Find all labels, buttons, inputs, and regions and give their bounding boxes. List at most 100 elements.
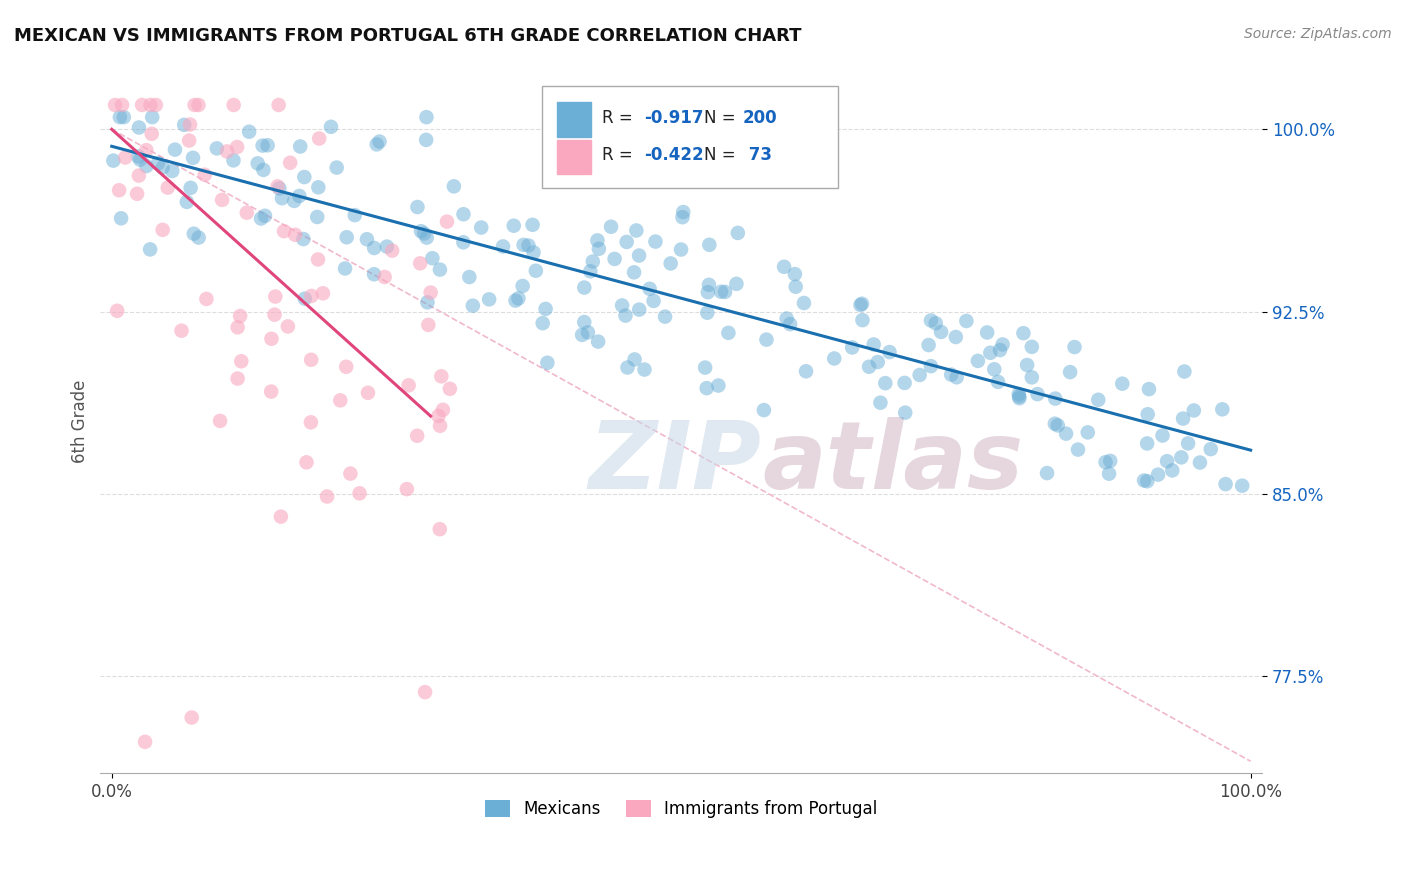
Point bbox=[1077, 425, 1099, 440]
Point bbox=[531, 316, 554, 330]
Point bbox=[875, 376, 897, 391]
Point bbox=[505, 293, 527, 308]
Text: 200: 200 bbox=[742, 109, 778, 127]
Point bbox=[1021, 340, 1043, 354]
Text: -0.422: -0.422 bbox=[644, 146, 703, 164]
Point bbox=[363, 267, 385, 281]
Point bbox=[139, 98, 162, 112]
Point bbox=[179, 134, 201, 148]
Point bbox=[714, 285, 737, 299]
Point bbox=[600, 219, 623, 234]
Point bbox=[267, 98, 290, 112]
Point bbox=[135, 159, 157, 173]
Text: R =: R = bbox=[602, 146, 638, 164]
Point bbox=[512, 279, 534, 293]
Point bbox=[205, 141, 228, 155]
Point bbox=[180, 710, 202, 724]
Point bbox=[415, 110, 437, 124]
Point bbox=[967, 354, 990, 368]
Point bbox=[112, 110, 135, 124]
Point bbox=[522, 245, 544, 260]
Point bbox=[478, 293, 501, 307]
Point bbox=[406, 200, 429, 214]
Point bbox=[988, 343, 1011, 357]
Point bbox=[908, 368, 931, 382]
Point bbox=[976, 326, 998, 340]
Point bbox=[458, 270, 481, 285]
Point bbox=[439, 382, 461, 396]
Point bbox=[991, 337, 1014, 351]
Point bbox=[183, 227, 205, 241]
Point bbox=[409, 256, 432, 270]
Point bbox=[288, 189, 311, 203]
Point bbox=[623, 265, 645, 279]
Point bbox=[1063, 340, 1085, 354]
Point bbox=[146, 156, 169, 170]
Point bbox=[1136, 407, 1159, 421]
Point bbox=[231, 354, 253, 368]
Point bbox=[427, 409, 450, 423]
Point bbox=[672, 205, 695, 219]
Text: ZIP: ZIP bbox=[588, 417, 761, 509]
Text: 73: 73 bbox=[742, 146, 772, 164]
Point bbox=[253, 209, 276, 223]
Point bbox=[163, 143, 186, 157]
Point bbox=[616, 360, 638, 375]
Point bbox=[187, 230, 209, 244]
Point bbox=[773, 260, 796, 274]
Point bbox=[162, 164, 184, 178]
Point bbox=[316, 490, 339, 504]
Point bbox=[616, 235, 638, 249]
Point bbox=[114, 151, 136, 165]
Point bbox=[492, 239, 515, 253]
Point bbox=[929, 325, 952, 339]
Point bbox=[443, 179, 465, 194]
Point bbox=[430, 369, 453, 384]
Point bbox=[409, 224, 432, 238]
Point bbox=[335, 359, 357, 374]
Point bbox=[979, 345, 1001, 359]
Point bbox=[105, 303, 128, 318]
Point bbox=[1230, 478, 1253, 492]
Point bbox=[582, 254, 605, 268]
Point bbox=[699, 237, 721, 252]
Point bbox=[955, 314, 977, 328]
Point bbox=[266, 179, 288, 194]
Point bbox=[406, 429, 429, 443]
Point bbox=[135, 143, 157, 157]
Point bbox=[307, 210, 329, 224]
Point bbox=[422, 251, 444, 265]
Point bbox=[156, 180, 179, 194]
Point bbox=[879, 345, 901, 359]
Point bbox=[226, 371, 249, 385]
Point bbox=[128, 120, 150, 135]
Point bbox=[270, 509, 292, 524]
Point bbox=[983, 362, 1005, 376]
Point bbox=[418, 318, 440, 332]
Point bbox=[1026, 387, 1049, 401]
Point bbox=[755, 333, 778, 347]
Point bbox=[571, 327, 593, 342]
Text: MEXICAN VS IMMIGRANTS FROM PORTUGAL 6TH GRADE CORRELATION CHART: MEXICAN VS IMMIGRANTS FROM PORTUGAL 6TH … bbox=[14, 27, 801, 45]
Point bbox=[508, 292, 530, 306]
Point bbox=[1046, 418, 1069, 433]
Point bbox=[941, 368, 963, 382]
Text: atlas: atlas bbox=[762, 417, 1024, 509]
Point bbox=[917, 338, 939, 352]
Point bbox=[1059, 365, 1081, 379]
Point bbox=[536, 356, 558, 370]
Point bbox=[278, 155, 301, 169]
Point bbox=[1147, 467, 1170, 482]
Point bbox=[271, 191, 294, 205]
Point bbox=[823, 351, 845, 366]
Point bbox=[1043, 417, 1066, 431]
Point bbox=[284, 227, 307, 242]
Point bbox=[1017, 358, 1039, 372]
Point bbox=[586, 234, 609, 248]
Point bbox=[696, 306, 718, 320]
Point bbox=[1094, 455, 1116, 469]
Point bbox=[356, 232, 378, 246]
Point bbox=[436, 215, 458, 229]
Text: Source: ZipAtlas.com: Source: ZipAtlas.com bbox=[1244, 27, 1392, 41]
Point bbox=[1170, 450, 1192, 465]
